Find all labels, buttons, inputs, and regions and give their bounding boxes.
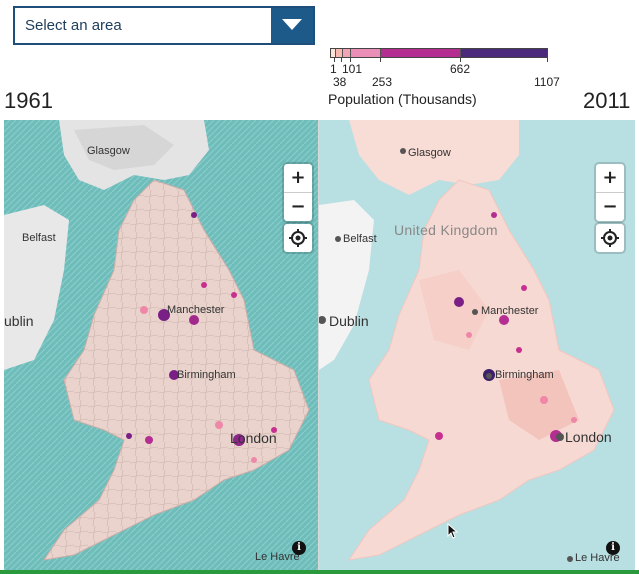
legend-swatch-3	[343, 48, 351, 58]
zoom-out-button[interactable]: −	[596, 192, 624, 221]
place-label: Birmingham	[177, 369, 236, 381]
legend-color-bar	[330, 48, 548, 58]
year-label-left: 1961	[4, 88, 53, 113]
area-select-toggle[interactable]	[271, 8, 313, 43]
mouse-cursor-icon	[447, 523, 459, 539]
chevron-down-icon	[282, 19, 302, 30]
legend-break-5: 662	[450, 62, 471, 76]
population-legend: 1 38 101 253 662 1107 Population (Thousa…	[328, 44, 560, 110]
place-label: Manchester	[481, 305, 539, 317]
place-label: Le Havre	[255, 551, 300, 563]
place-label: Manchester	[167, 304, 225, 316]
legend-break-2: 38	[333, 75, 347, 89]
place-label: ublin	[4, 313, 34, 329]
locate-icon	[289, 229, 307, 247]
legend-break-6: 1107	[534, 75, 560, 89]
place-label: London	[565, 429, 612, 445]
locate-button[interactable]	[284, 224, 312, 252]
legend-swatch-2	[336, 48, 343, 58]
legend-swatch-5	[381, 48, 461, 58]
legend-title: Population (Thousands)	[328, 91, 477, 107]
place-label: Dublin	[329, 313, 369, 329]
zoom-control-2011: + −	[596, 164, 624, 221]
locate-button[interactable]	[596, 224, 624, 252]
country-label: United Kingdom	[394, 222, 498, 238]
place-label: Le Havre	[575, 552, 620, 564]
legend-break-3: 101	[342, 62, 363, 76]
zoom-in-button[interactable]: +	[602, 167, 618, 188]
info-icon[interactable]: i	[606, 541, 620, 555]
locate-icon	[601, 229, 619, 247]
area-select-label: Select an area	[25, 17, 122, 34]
map-2011[interactable]: Glasgow United Kingdom Belfast Dublin Ma…	[319, 120, 635, 570]
bottom-rule	[0, 570, 639, 574]
place-label: Glasgow	[87, 145, 130, 157]
place-label: Belfast	[343, 233, 377, 245]
place-label: Birmingham	[495, 369, 554, 381]
zoom-control-1961: + −	[284, 164, 312, 221]
place-label: Glasgow	[408, 147, 451, 159]
zoom-out-button[interactable]: −	[284, 192, 312, 221]
legend-swatch-1	[330, 48, 336, 58]
info-icon[interactable]: i	[292, 541, 306, 555]
place-label: London	[230, 430, 277, 446]
year-label-right: 2011	[583, 88, 631, 113]
area-select[interactable]: Select an area	[13, 6, 315, 45]
map-divider	[318, 120, 319, 570]
legend-break-4: 253	[372, 75, 393, 89]
legend-swatch-4	[351, 48, 381, 58]
place-label: Belfast	[22, 232, 56, 244]
legend-break-1: 1	[330, 62, 337, 76]
map-1961[interactable]: Glasgow Belfast ublin Manchester Birming…	[4, 120, 318, 570]
zoom-in-button[interactable]: +	[290, 167, 306, 188]
